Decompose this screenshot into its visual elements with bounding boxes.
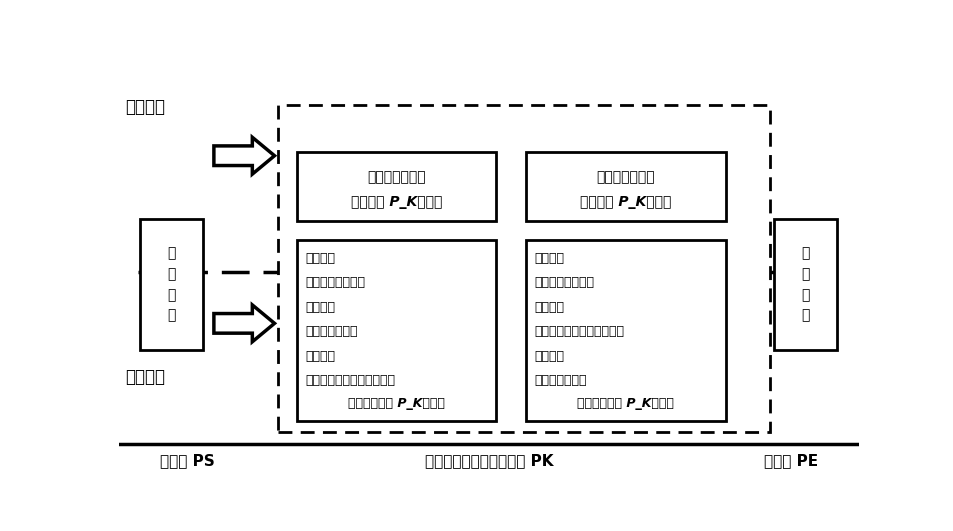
Text: 提示牌 PE: 提示牌 PE — [763, 453, 817, 468]
FancyBboxPatch shape — [278, 105, 769, 432]
Text: 右边慢道: 右边慢道 — [125, 367, 165, 386]
Text: 提示牌 PS: 提示牌 PS — [160, 453, 214, 468]
Text: 如果超速: 如果超速 — [535, 301, 564, 314]
Text: （慢道显示屏 P_K右下）: （慢道显示屏 P_K右下） — [577, 397, 674, 410]
Text: 如果低速: 如果低速 — [535, 350, 564, 363]
FancyBboxPatch shape — [140, 219, 203, 350]
Text: 如果低速: 如果低速 — [305, 350, 335, 363]
Text: 开
始
上
坡: 开 始 上 坡 — [167, 246, 175, 322]
FancyBboxPatch shape — [296, 152, 496, 221]
Text: （显示屏 P_K左上）: （显示屏 P_K左上） — [351, 195, 442, 209]
Text: 提示：请加速或向右变道。: 提示：请加速或向右变道。 — [305, 374, 395, 388]
Text: 分道限速可变信息显示屏 PK: 分道限速可变信息显示屏 PK — [424, 453, 553, 468]
Polygon shape — [213, 305, 274, 342]
Text: 左边快道: 左边快道 — [125, 98, 165, 116]
Text: 如果正常: 如果正常 — [305, 252, 335, 265]
FancyBboxPatch shape — [525, 239, 724, 422]
Text: 左边快道限速値: 左边快道限速値 — [367, 170, 425, 184]
Text: 提示：保持车速。: 提示：保持车速。 — [535, 276, 594, 289]
Text: 提示：请减速或向左变道。: 提示：请减速或向左变道。 — [535, 326, 624, 338]
Text: （显示屏 P_K右上）: （显示屏 P_K右上） — [579, 195, 671, 209]
Text: 如果正常: 如果正常 — [535, 252, 564, 265]
Text: （快道显示屏 P_K左下）: （快道显示屏 P_K左下） — [348, 397, 444, 410]
Text: 右边慢道限速値: 右边慢道限速値 — [596, 170, 655, 184]
Text: 结
束
上
坡: 结 束 上 坡 — [801, 246, 809, 322]
Text: 如果超速: 如果超速 — [305, 301, 335, 314]
FancyBboxPatch shape — [296, 239, 496, 422]
FancyBboxPatch shape — [525, 152, 724, 221]
Text: 提示：请减速。: 提示：请减速。 — [305, 326, 357, 338]
Polygon shape — [213, 138, 274, 174]
FancyBboxPatch shape — [774, 219, 837, 350]
Text: 提示：请加速。: 提示：请加速。 — [535, 374, 587, 388]
Text: 提示：保持车速。: 提示：保持车速。 — [305, 276, 365, 289]
